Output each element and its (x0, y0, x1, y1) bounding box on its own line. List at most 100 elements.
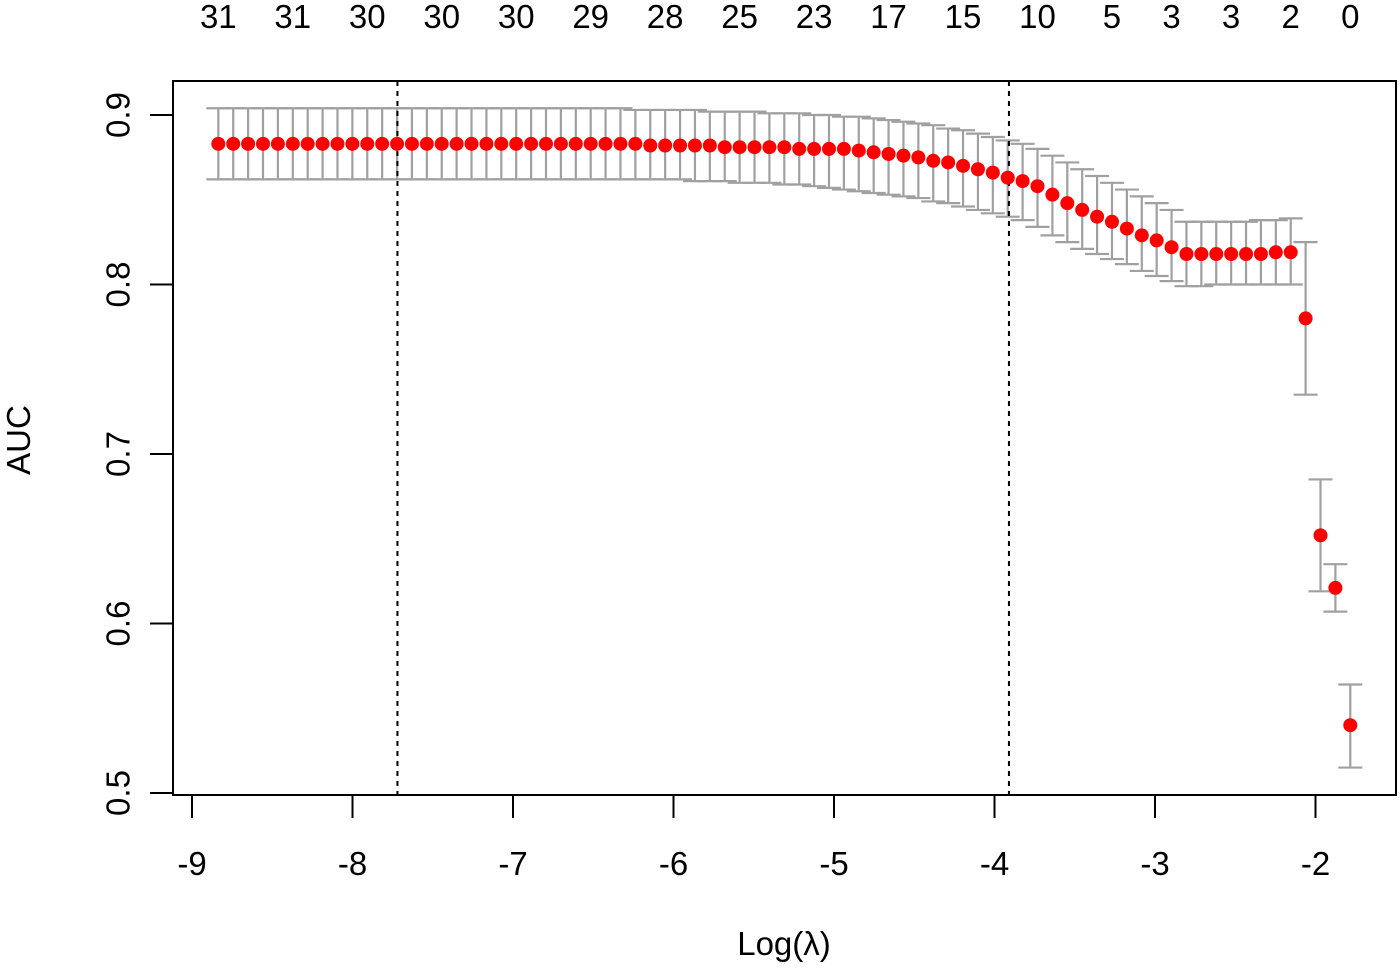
data-point (1104, 214, 1119, 229)
data-point (1075, 202, 1090, 217)
data-point (1060, 196, 1075, 211)
data-point (1343, 718, 1358, 733)
data-point (568, 136, 583, 151)
data-point (1298, 311, 1313, 326)
data-point (211, 136, 226, 151)
y-tick-label: 0.6 (100, 601, 137, 647)
data-point (390, 136, 405, 151)
top-axis-label: 29 (572, 0, 609, 35)
data-point (524, 136, 539, 151)
data-point (1015, 174, 1030, 189)
data-point (300, 136, 315, 151)
data-point (1000, 170, 1015, 185)
data-point (449, 136, 464, 151)
data-point (807, 141, 822, 156)
y-axis-title: AUC (0, 405, 37, 475)
data-point (702, 138, 717, 153)
data-point (553, 136, 568, 151)
x-tick-label: -5 (819, 845, 848, 882)
data-point (404, 136, 419, 151)
data-point (836, 141, 851, 156)
top-axis-label: 23 (796, 0, 833, 35)
plot-frame (172, 80, 1397, 796)
data-point (1194, 246, 1209, 261)
x-axis: -9 -8 -7 -6 -5 -4 -3 -2 (177, 794, 1330, 882)
data-point (732, 140, 747, 155)
data-point (985, 165, 1000, 180)
top-axis-label: 0 (1341, 0, 1359, 35)
data-point (777, 140, 792, 155)
data-point (628, 136, 643, 151)
data-point (419, 136, 434, 151)
data-point (792, 141, 807, 156)
data-point (1253, 246, 1268, 261)
data-point (375, 136, 390, 151)
top-axis-labels: 31 31 30 30 30 29 28 25 23 17 15 10 5 3 3 2 0 (200, 0, 1360, 35)
x-axis-title: Log(λ) (737, 925, 831, 962)
data-point (658, 138, 673, 153)
top-axis-label: 10 (1019, 0, 1056, 35)
y-tick-label: 0.9 (100, 92, 137, 138)
top-axis-label: 2 (1281, 0, 1299, 35)
data-point (464, 136, 479, 151)
data-point (270, 136, 285, 151)
data-point (256, 136, 271, 151)
y-tick-label: 0.8 (100, 262, 137, 308)
data-points (211, 136, 1358, 733)
data-point (538, 136, 553, 151)
data-point (583, 136, 598, 151)
data-point (926, 153, 941, 168)
data-point (896, 148, 911, 163)
data-point (1134, 228, 1149, 243)
data-point (821, 141, 836, 156)
data-point (717, 140, 732, 155)
top-axis-label: 31 (274, 0, 311, 35)
data-point (360, 136, 375, 151)
reference-lines (396, 81, 1010, 795)
y-tick-label: 0.7 (100, 431, 137, 477)
data-point (881, 146, 896, 161)
data-point (687, 138, 702, 153)
x-tick-label: -7 (498, 845, 527, 882)
data-point (509, 136, 524, 151)
data-point (598, 136, 613, 151)
top-axis-label: 17 (870, 0, 907, 35)
top-axis-label: 30 (349, 0, 386, 35)
data-point (643, 138, 658, 153)
data-point (1239, 246, 1254, 261)
data-point (345, 136, 360, 151)
data-point (479, 136, 494, 151)
x-tick-label: -9 (177, 845, 206, 882)
data-point (970, 162, 985, 177)
data-point (1283, 245, 1298, 260)
data-point (241, 136, 256, 151)
data-point (747, 140, 762, 155)
data-point (673, 138, 688, 153)
data-point (1209, 246, 1224, 261)
top-axis-label: 28 (647, 0, 684, 35)
error-bars (206, 107, 1363, 769)
data-point (1030, 179, 1045, 194)
x-tick-label: -2 (1301, 845, 1330, 882)
data-point (851, 143, 866, 158)
data-point (956, 158, 971, 173)
x-tick-label: -4 (980, 845, 1009, 882)
data-point (1224, 246, 1239, 261)
data-point (1328, 580, 1343, 595)
data-point (330, 136, 345, 151)
data-point (1149, 233, 1164, 248)
data-point (1179, 246, 1194, 261)
data-point (1313, 528, 1328, 543)
data-point (613, 136, 628, 151)
data-point (434, 136, 449, 151)
data-point (1045, 187, 1060, 202)
y-axis: 0.5 0.6 0.7 0.8 0.9 (100, 92, 173, 816)
data-point (1119, 221, 1134, 236)
data-point (1164, 240, 1179, 255)
data-point (1090, 209, 1105, 224)
data-point (866, 145, 881, 160)
data-point (941, 155, 956, 170)
top-axis-label: 31 (200, 0, 237, 35)
y-tick-label: 0.5 (100, 770, 137, 816)
x-tick-label: -6 (659, 845, 688, 882)
